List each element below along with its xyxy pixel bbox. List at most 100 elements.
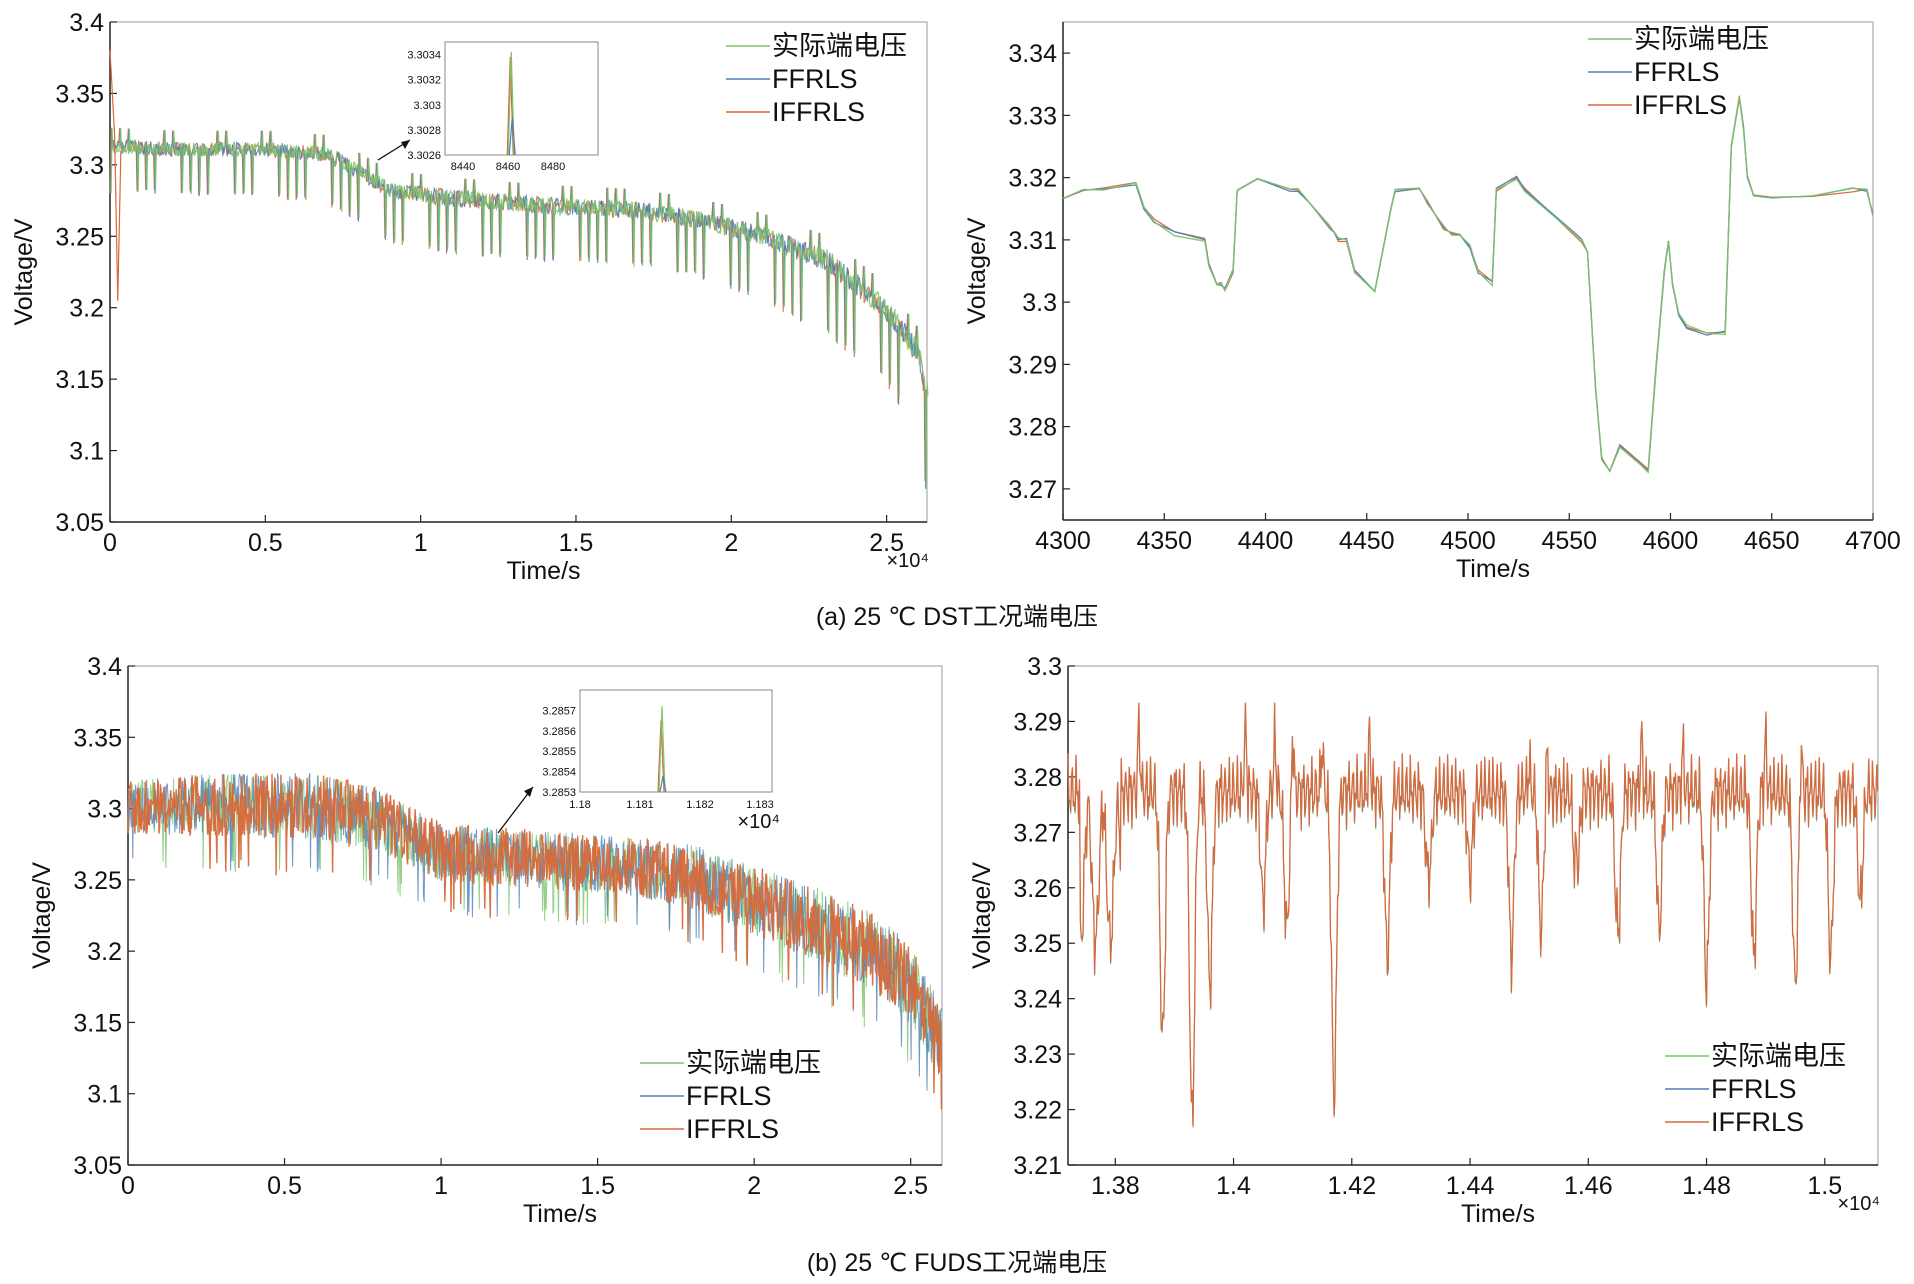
- inset-peak: [659, 775, 667, 793]
- inset-peak: [508, 117, 516, 156]
- x-tick-label: 1.44: [1446, 1172, 1495, 1200]
- y-tick-label: 3.29: [1013, 708, 1062, 736]
- y-tick-label: 3.3: [1022, 289, 1057, 317]
- legend-iffrls-label: IFFRLS: [686, 1114, 779, 1144]
- y-tick-label: 3.4: [69, 9, 104, 37]
- y-tick-label: 3.21: [1013, 1152, 1062, 1180]
- x-tick-label: 4450: [1339, 527, 1395, 555]
- x-tick-label: 1.5: [559, 529, 594, 557]
- y-tick-label: 3.31: [1008, 227, 1057, 255]
- x-multiplier: ×10⁴: [886, 550, 929, 572]
- y-tick-label: 3.23: [1013, 1041, 1062, 1069]
- legend-iffrls-label: IFFRLS: [1711, 1107, 1804, 1137]
- y-tick-label: 3.28: [1013, 764, 1062, 792]
- inset-frame: [579, 689, 773, 793]
- y-tick-label: 3.27: [1013, 819, 1062, 847]
- inset-x-tick-label: 1.18: [569, 799, 590, 811]
- y-tick-label: 3.1: [87, 1081, 122, 1109]
- x-axis-label: Time/s: [1456, 555, 1530, 583]
- y-tick-label: 3.33: [1008, 102, 1057, 130]
- y-tick-label: 3.15: [55, 366, 104, 394]
- y-tick-label: 3.22: [1013, 1097, 1062, 1125]
- y-tick-label: 3.4: [87, 653, 122, 681]
- series-iffrls: [1067, 702, 1879, 1126]
- x-tick-label: 4650: [1744, 527, 1800, 555]
- x-tick-label: 1.46: [1564, 1172, 1613, 1200]
- series-measured: [110, 127, 929, 485]
- y-tick-label: 3.34: [1008, 40, 1057, 68]
- x-tick-label: 2.5: [869, 529, 904, 557]
- y-tick-label: 3.2: [87, 938, 122, 966]
- x-tick-label: 2: [747, 1172, 761, 1200]
- inset-x-tick-label: 1.181: [626, 799, 654, 811]
- x-tick-label: 1.5: [580, 1172, 615, 1200]
- x-tick-label: 2: [724, 529, 738, 557]
- inset-y-tick-label: 3.2855: [542, 746, 576, 758]
- y-tick-label: 3.35: [55, 80, 104, 108]
- series-measured: [1062, 96, 1874, 474]
- inset-x-tick-label: 1.182: [686, 799, 714, 811]
- x-axis-label: Time/s: [1461, 1200, 1535, 1228]
- y-tick-label: 3.3: [1027, 653, 1062, 681]
- series-iffrls: [127, 773, 943, 1110]
- y-tick-label: 3.35: [73, 724, 122, 752]
- legend-measured-label: 实际端电压: [1634, 24, 1769, 54]
- x-tick-label: 0: [121, 1172, 135, 1200]
- y-axis-label: Voltage/V: [10, 218, 38, 325]
- inset-y-tick-label: 3.2853: [542, 787, 576, 799]
- chart-dst-full: 0 0.5 1 1.5 2 2.5 3.05 3.1 3.15 3.2 3.25 3.3 3.35 3.4…: [10, 9, 929, 585]
- x-tick-label: 1.4: [1216, 1172, 1251, 1200]
- inset-arrow-head: [524, 787, 533, 797]
- initial-spike: [109, 50, 122, 301]
- x-tick-label: 4550: [1541, 527, 1597, 555]
- legend-ffrls-label: FFRLS: [1711, 1074, 1797, 1104]
- x-tick-label: 1.5: [1807, 1172, 1842, 1200]
- x-tick-label: 4600: [1643, 527, 1699, 555]
- x-tick-label: 1.42: [1327, 1172, 1376, 1200]
- x-axis-label: Time/s: [523, 1200, 597, 1228]
- y-tick-label: 3.24: [1013, 986, 1062, 1014]
- inset-y-tick-label: 3.3032: [407, 75, 441, 87]
- chart-fuds-full: 0 0.5 1 1.5 2 2.5 3.05 3.1 3.15 3.2 3.25 3.3 3.35 3.4…: [28, 653, 943, 1228]
- inset-dst: 8440 8460 8480 3.3026 3.3028 3.303 3.3032 3.303…: [377, 41, 599, 173]
- inset-y-tick-label: 3.3026: [407, 150, 441, 162]
- legend-measured-label: 实际端电压: [772, 31, 907, 61]
- y-tick-label: 3.26: [1013, 875, 1062, 903]
- inset-frame: [444, 41, 599, 156]
- inset-fuds: 1.18 1.181 1.182 1.183 3.2853 3.2854 3.2855 3.2…: [497, 689, 780, 834]
- inset-y-tick-label: 3.2857: [542, 705, 576, 717]
- legend-measured-label: 实际端电压: [1711, 1041, 1846, 1071]
- x-tick-label: 4700: [1845, 527, 1901, 555]
- inset-arrow: [497, 786, 534, 834]
- x-tick-label: 1.38: [1091, 1172, 1140, 1200]
- inset-x-tick-label: 8440: [451, 161, 475, 173]
- x-tick-label: 4350: [1136, 527, 1192, 555]
- inset-x-multiplier: ×10⁴: [737, 811, 780, 833]
- y-tick-label: 3.27: [1008, 476, 1057, 504]
- legend-ffrls-label: FFRLS: [1634, 57, 1720, 87]
- y-tick-label: 3.3: [87, 796, 122, 824]
- x-tick-label: 2.5: [893, 1172, 928, 1200]
- inset-peak: [658, 706, 666, 793]
- inset-y-tick-label: 3.3028: [407, 125, 441, 137]
- caption-b: (b) 25 ℃ FUDS工况端电压: [807, 1249, 1107, 1277]
- y-tick-label: 3.25: [73, 867, 122, 895]
- x-tick-label: 4500: [1440, 527, 1496, 555]
- legend-iffrls-label: IFFRLS: [772, 97, 865, 127]
- y-tick-label: 3.2: [69, 295, 104, 323]
- y-tick-label: 3.1: [69, 438, 104, 466]
- y-tick-label: 3.28: [1008, 414, 1057, 442]
- x-tick-label: 0.5: [267, 1172, 302, 1200]
- legend-ffrls-label: FFRLS: [772, 64, 858, 94]
- x-tick-label: 1: [434, 1172, 448, 1200]
- x-tick-label: 0.5: [248, 529, 283, 557]
- y-tick-label: 3.29: [1008, 351, 1057, 379]
- x-tick-label: 4400: [1238, 527, 1294, 555]
- inset-x-tick-label: 1.183: [746, 799, 774, 811]
- y-axis-label: Voltage/V: [28, 862, 56, 969]
- plot-frame: [1062, 21, 1874, 521]
- y-tick-label: 3.05: [73, 1152, 122, 1180]
- x-multiplier: ×10⁴: [1837, 1193, 1880, 1215]
- chart-fuds-zoom: 1.38 1.4 1.42 1.44 1.46 1.48 1.5 3.21 3.22 3.23 3.…: [968, 653, 1880, 1228]
